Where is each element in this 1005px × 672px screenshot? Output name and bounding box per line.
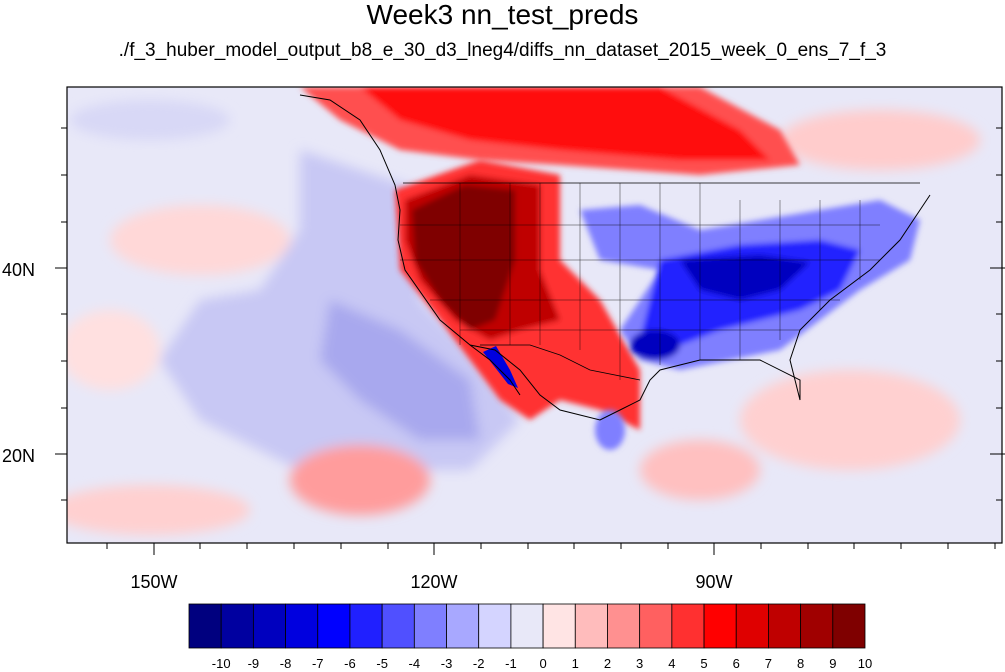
field-patches <box>67 100 980 535</box>
colorbar-label: -7 <box>312 656 324 671</box>
mexico-blue-patch <box>595 410 625 450</box>
chart-subtitle: ./f_3_huber_model_output_b8_e_30_d3_lneg… <box>118 40 887 61</box>
colorbar-labels: -10 -9 -8 -7 -6 -5 -4 -3 -2 -1 0 1 2 3 4 5 6 7 8 9 10 <box>212 656 872 671</box>
colorbar-label: 7 <box>765 656 772 671</box>
pink-patch-atlantic <box>740 370 960 470</box>
east-blue-core <box>680 255 810 300</box>
colorbar-swatch <box>252 603 286 649</box>
us-mexico-border <box>480 344 641 381</box>
colorbar-swatch <box>574 603 608 649</box>
east-blue-gulf-core <box>630 330 680 360</box>
colorbar-label: -3 <box>441 656 453 671</box>
colorbar-label: 10 <box>858 656 872 671</box>
colorbar-label: 3 <box>636 656 643 671</box>
y-tick-label-40n: 40N <box>2 260 35 280</box>
north-red-inner <box>360 87 770 160</box>
colorbar-swatch <box>317 603 351 649</box>
west-red-core-dark <box>412 185 515 330</box>
colorbar <box>188 603 866 649</box>
colorbar-swatch <box>188 603 222 649</box>
colorbar-swatch <box>832 603 866 649</box>
colorbar-label: 8 <box>797 656 804 671</box>
colorbar-label: -1 <box>505 656 517 671</box>
colorbar-swatch <box>639 603 673 649</box>
pink-patch-northeast <box>780 110 980 170</box>
colorbar-swatch <box>768 603 802 649</box>
colorbar-label: 6 <box>733 656 740 671</box>
west-coastline <box>299 94 521 396</box>
axis-ticks <box>55 127 1005 555</box>
colorbar-label: -6 <box>344 656 356 671</box>
colorbar-swatch <box>542 603 576 649</box>
colorbar-swatch <box>381 603 415 649</box>
colorbar-swatch <box>285 603 319 649</box>
x-tick-label-90w: 90W <box>695 572 732 592</box>
colorbar-label: 1 <box>572 656 579 671</box>
colorbar-label: 9 <box>829 656 836 671</box>
x-tick-label-150w: 150W <box>130 572 177 592</box>
colorbar-label: -10 <box>212 656 231 671</box>
map-frame <box>66 86 1003 544</box>
colorbar-swatch <box>446 603 480 649</box>
pink-patch-southwest <box>67 310 160 390</box>
state-meridians <box>459 183 861 380</box>
colorbar-label: 5 <box>700 656 707 671</box>
east-blue <box>580 200 920 450</box>
pink-patch-west <box>110 205 290 275</box>
baja-blue-sliver <box>483 346 518 388</box>
colorbar-label: -2 <box>473 656 485 671</box>
colorbar-label: 2 <box>604 656 611 671</box>
state-parallels <box>400 224 880 331</box>
chart-title: Week3 nn_test_preds <box>366 0 639 30</box>
colorbar-swatch <box>703 603 737 649</box>
colorbar-label: -4 <box>409 656 421 671</box>
colorbar-label: 0 <box>539 656 546 671</box>
colorbar-swatch <box>510 603 544 649</box>
red-patch-south <box>290 445 430 515</box>
y-tick-label-20n: 20N <box>2 446 35 466</box>
colorbar-swatch <box>478 603 512 649</box>
pink-patch-south-band <box>67 485 250 535</box>
state-borders <box>400 183 880 380</box>
west-red-core <box>395 160 640 430</box>
colorbar-swatch <box>220 603 254 649</box>
north-red-band <box>300 87 800 175</box>
colorbar-label: -8 <box>280 656 292 671</box>
pacific-mid-blue-region <box>320 300 480 440</box>
pink-patch-caribbean <box>640 440 760 500</box>
blue-patch-northwest <box>70 100 230 140</box>
colorbar-swatch <box>349 603 383 649</box>
axis-tick-labels: 150W 120W 90W 40N 20N <box>2 260 733 592</box>
map-field <box>67 87 1002 543</box>
colorbar-swatch <box>800 603 834 649</box>
colorbar-swatch <box>413 603 447 649</box>
colorbar-label: -9 <box>248 656 260 671</box>
colorbar-swatch <box>607 603 641 649</box>
colorbar-label: 4 <box>668 656 675 671</box>
x-tick-label-120w: 120W <box>410 572 457 592</box>
colorbar-label: -5 <box>376 656 388 671</box>
colorbar-swatch <box>735 603 769 649</box>
colorbar-swatch <box>671 603 705 649</box>
